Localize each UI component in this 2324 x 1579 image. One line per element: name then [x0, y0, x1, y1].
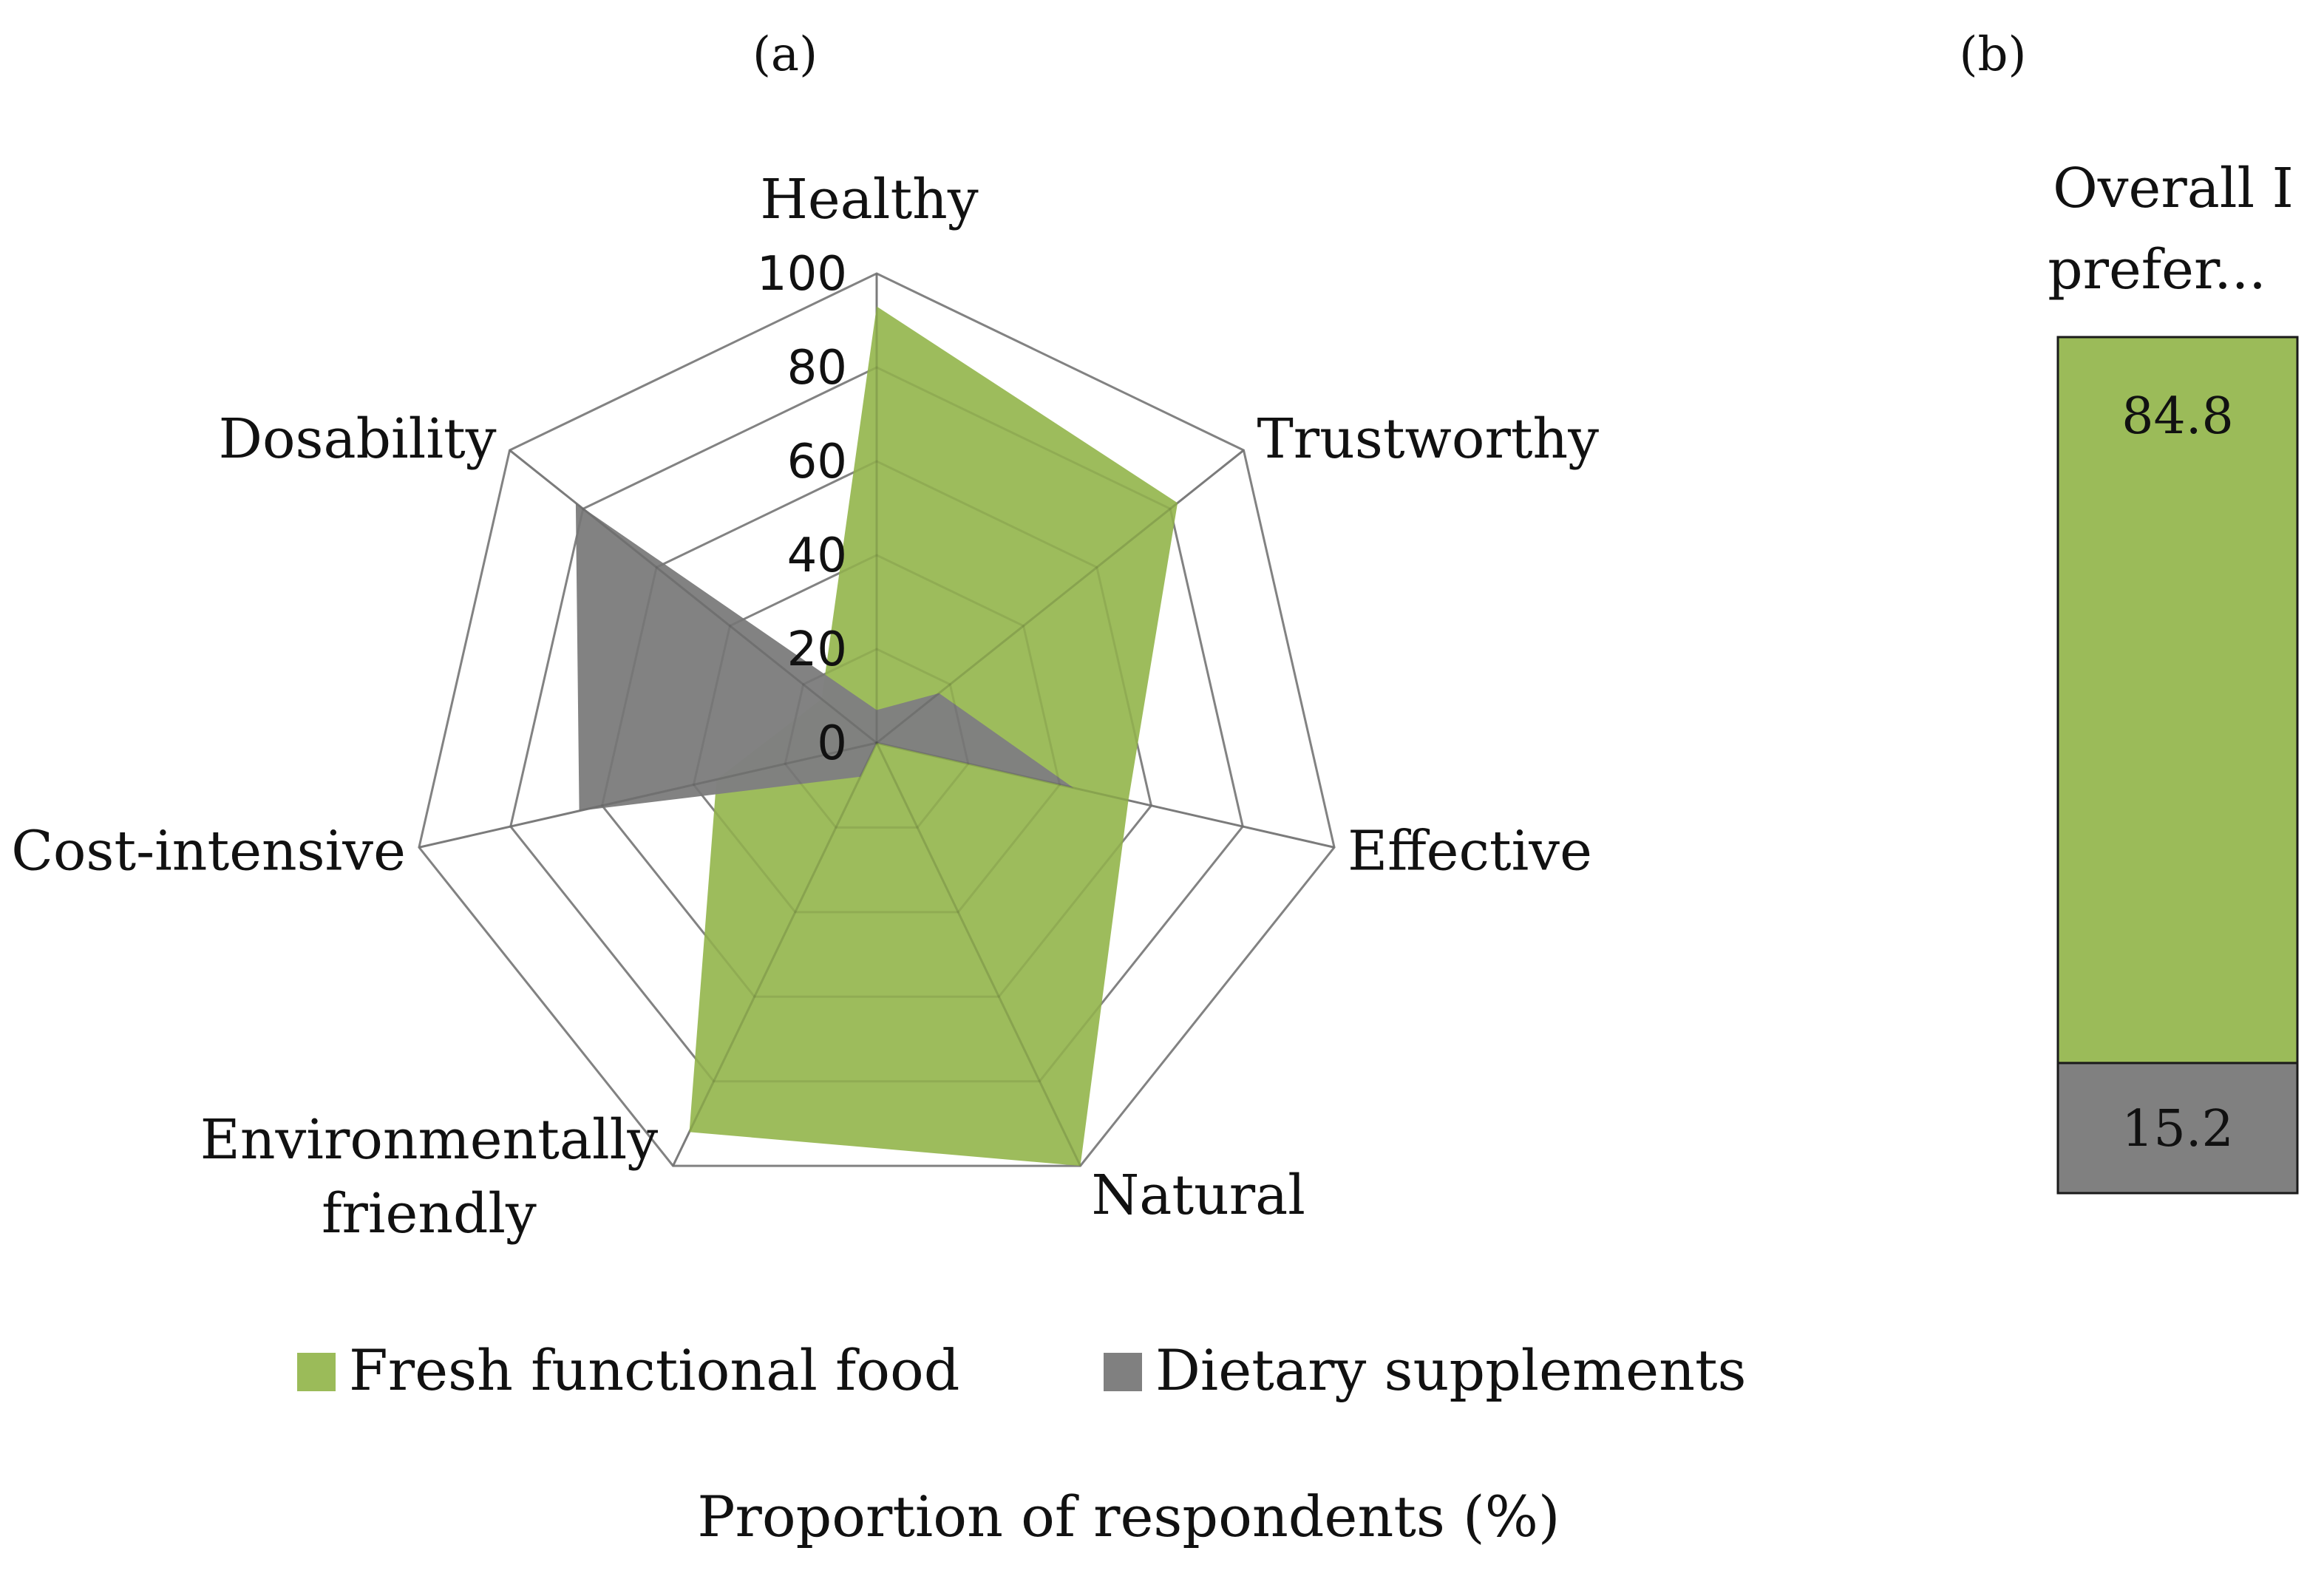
radar-grid-ring-100 [418, 272, 1336, 1167]
radar-axis-label-dosability: Dosability [219, 407, 497, 471]
bar-title-line-2: prefer... [2048, 238, 2266, 302]
radar-spoke-overlay-environmentally-friendly [672, 742, 878, 1167]
radar-area-dietary-supplements [575, 503, 1074, 811]
radar-axis-label-healthy: Healthy [760, 168, 979, 231]
radar-spoke-overlay-effective [876, 741, 1335, 849]
legend: Fresh functional food Dietary supplement… [297, 1337, 1747, 1403]
x-axis-caption: Proportion of respondents (%) [697, 1484, 1560, 1549]
radar-tick-label-100: 100 [757, 247, 847, 302]
radar-axis-label-environmentally-friendly-line-2: friendly [322, 1182, 537, 1246]
legend-label-fresh-functional-food: Fresh functional food [349, 1337, 959, 1403]
legend-label-dietary-supplements: Dietary supplements [1155, 1337, 1747, 1403]
radar-tick-label-20: 20 [787, 622, 847, 677]
bar-title-line-1: Overall I [2053, 157, 2294, 220]
legend-swatch-dietary-supplements [1104, 1353, 1142, 1391]
radar-spoke-overlay-trustworthy [876, 449, 1245, 744]
radar-tick-label-0: 0 [817, 716, 847, 771]
radar-axis-label-trustworthy: Trustworthy [1257, 407, 1599, 471]
stacked-bar-chart: (b) Overall I prefer... 84.8 15.2 [1960, 27, 2299, 1195]
bar-segment-fresh-functional-food [2056, 336, 2299, 1064]
radar-spoke-overlay-dosability [509, 449, 877, 744]
radar-series-layer [418, 272, 1336, 1167]
radar-axis-label-effective: Effective [1348, 819, 1592, 883]
bar-value-label-dietary-supplements: 15.2 [2121, 1100, 2233, 1158]
bar-segments: 84.8 15.2 [2056, 336, 2299, 1195]
radar-grid-overlay-60 [600, 460, 1153, 998]
radar-tick-labels: 0 20 40 60 80 100 [757, 247, 847, 771]
radar-axis-label-natural: Natural [1092, 1164, 1305, 1227]
radar-axis-labels: Healthy Trustworthy Effective Natural Enviro… [11, 168, 1599, 1246]
panel-label-b: (b) [1960, 27, 2027, 82]
radar-axis-label-environmentally-friendly-line-1: Environmentally [200, 1108, 659, 1172]
legend-item-fresh-functional-food: Fresh functional food [297, 1337, 959, 1403]
radar-chart: (a) 0 20 40 60 80 100 Healthy Trustworthy Effec… [11, 27, 1599, 1246]
legend-item-dietary-supplements: Dietary supplements [1104, 1337, 1747, 1403]
radar-grid-overlay-40 [692, 554, 1061, 914]
legend-swatch-fresh-functional-food [297, 1353, 336, 1391]
radar-tick-label-60: 60 [787, 435, 847, 489]
radar-axis-label-cost-intensive: Cost-intensive [11, 819, 406, 883]
bar-value-label-fresh-functional-food: 84.8 [2121, 387, 2233, 446]
radar-spoke-overlay-cost-intensive [418, 741, 877, 849]
radar-grid-overlay-80 [509, 366, 1244, 1083]
panel-label-a: (a) [752, 27, 818, 82]
bar-segment-dietary-supplements [2056, 1062, 2299, 1195]
radar-grid-overlay-20 [784, 648, 970, 829]
radar-grid-overlay-100 [418, 272, 1336, 1167]
radar-tick-label-40: 40 [787, 529, 847, 583]
radar-tick-label-80: 80 [787, 341, 847, 395]
radar-spoke-overlay-natural [875, 742, 1081, 1167]
